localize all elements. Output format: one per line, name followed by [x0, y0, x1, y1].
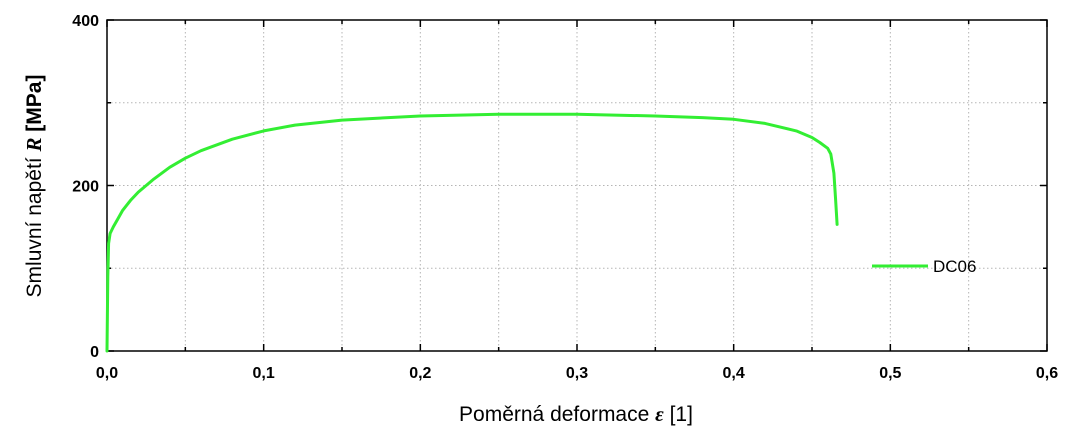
grid-lines: [107, 20, 1047, 351]
y-tick-label: 200: [72, 179, 99, 196]
y-tick-label: 400: [72, 13, 99, 30]
series-line-dc06: [105, 112, 839, 353]
x-axis-title: Poměrná deformace ε [1]: [459, 402, 693, 426]
x-axis-title-text: Poměrná deformace: [459, 403, 655, 426]
y-axis-title-unit: [MPa]: [23, 75, 46, 138]
y-tick-label: 0: [90, 344, 99, 361]
x-tick-label: 0,4: [723, 365, 745, 382]
x-tick-label: 0,5: [879, 365, 901, 382]
x-tick-label: 0,1: [253, 365, 275, 382]
series-lines: [105, 112, 839, 353]
x-tick-labels: 0,0 0,1 0,2 0,3 0,4 0,5 0,6: [96, 365, 1058, 382]
y-tick-labels: 0 200 400: [72, 13, 99, 361]
y-axis-title: Smluvní napětí R [MPa]: [22, 75, 46, 298]
x-axis-title-unit: [1]: [664, 403, 693, 426]
legend: DC06: [872, 257, 976, 276]
x-tick-label: 0,6: [1036, 365, 1058, 382]
y-axis-title-text: Smluvní napětí: [23, 152, 46, 298]
x-tick-label: 0,0: [96, 365, 118, 382]
y-axis-title-symbol: R: [22, 138, 46, 153]
x-tick-label: 0,3: [566, 365, 588, 382]
legend-label: DC06: [933, 257, 976, 276]
x-tick-label: 0,2: [409, 365, 431, 382]
tick-marks: [106, 19, 1048, 352]
x-axis-title-symbol: ε: [655, 402, 664, 426]
